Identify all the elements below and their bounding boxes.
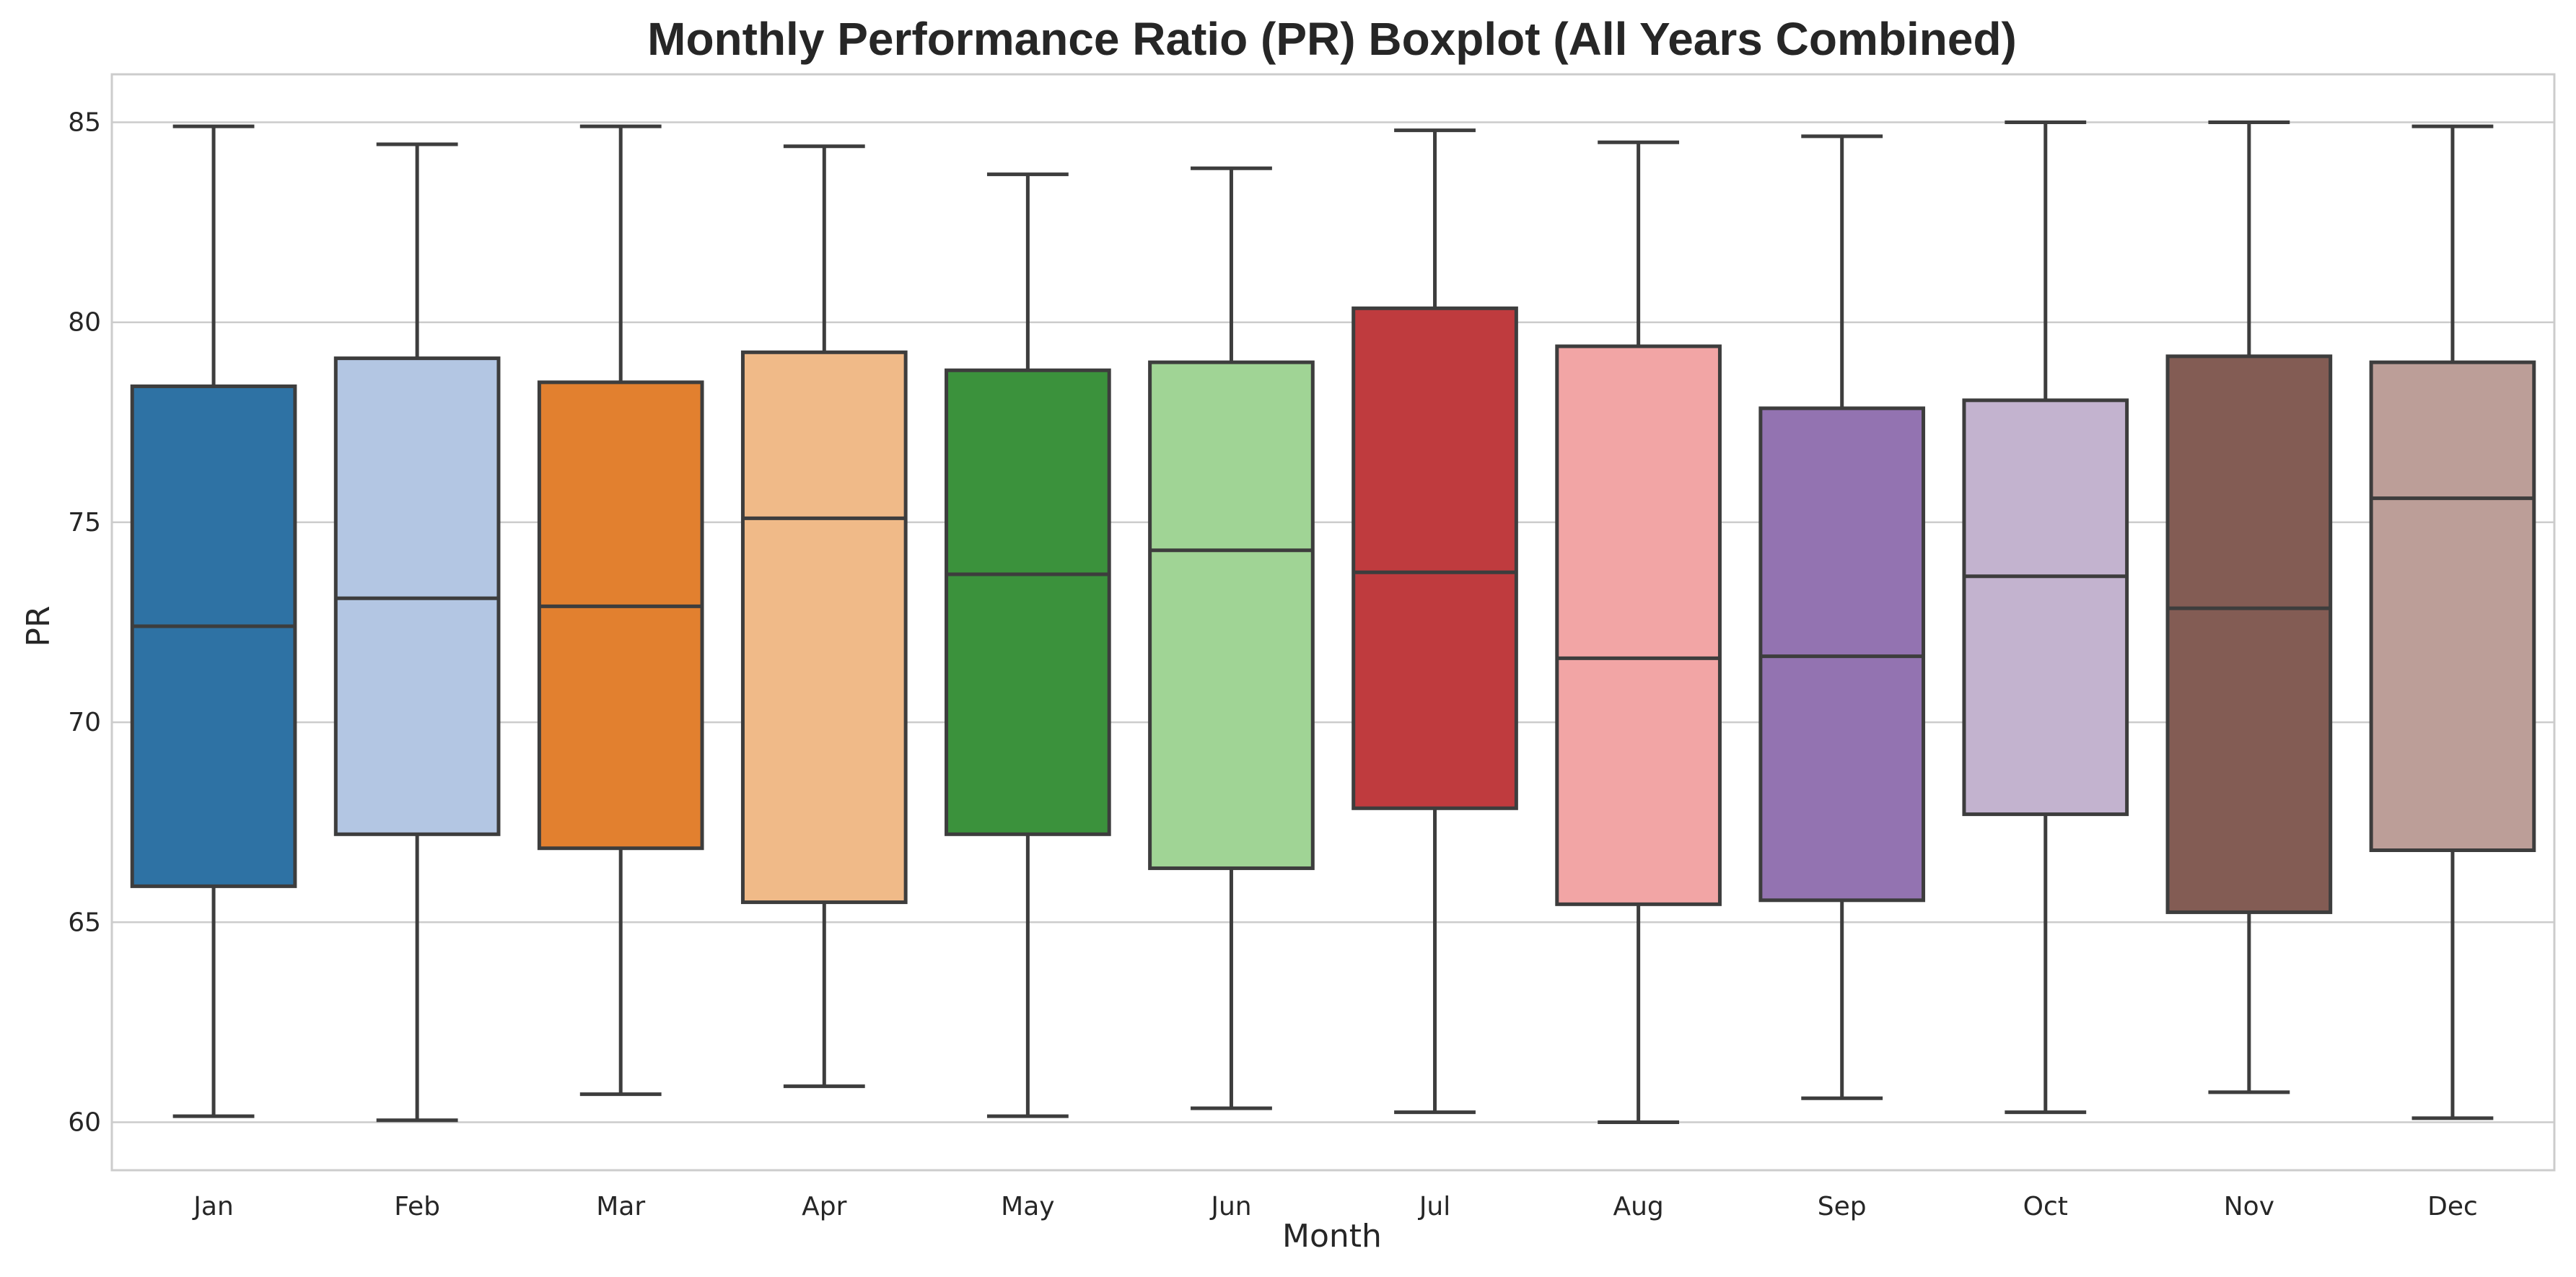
y-tick-label: 70 [68,708,101,737]
x-tick-label: Jul [1418,1192,1450,1221]
x-tick-label: Apr [802,1192,846,1221]
iqr-box [1351,306,1518,810]
box-apr [740,144,908,1089]
box-oct [1962,120,2129,1115]
iqr-box [2165,354,2333,914]
x-tick-label: Feb [394,1192,440,1221]
box-dec [2369,124,2536,1120]
box-jun [1148,166,1315,1110]
x-tick-label: Jun [1209,1192,1251,1221]
iqr-box [130,384,297,888]
box-may [945,172,1111,1118]
iqr-box [1758,406,1926,903]
x-tick-label: Mar [596,1192,645,1221]
y-tick-label: 75 [68,508,101,537]
iqr-box [1962,398,2129,817]
x-tick-label: Sep [1818,1192,1867,1221]
boxes [130,120,2536,1124]
box-jul [1351,128,1518,1115]
y-axis-label: PR [20,605,57,646]
iqr-box [537,380,704,851]
iqr-box [2369,360,2536,852]
box-jan [130,124,297,1118]
box-nov [2165,120,2333,1094]
y-tick-labels: 60 65 70 75 80 85 [68,108,101,1138]
iqr-box [740,350,908,905]
grid-lines [112,121,2554,1123]
box-sep [1758,134,1926,1100]
box-feb [333,142,501,1123]
iqr-box [1148,360,1315,870]
y-tick-label: 65 [68,908,101,937]
iqr-box [945,368,1111,836]
x-tick-label: Oct [2023,1192,2068,1221]
iqr-box [333,356,501,836]
x-tick-labels: Jan Feb Mar Apr May Jun Jul Aug Sep Oct Nov Dec [192,1192,2478,1221]
y-tick-label: 60 [68,1107,101,1137]
y-tick-label: 80 [68,308,101,338]
x-tick-label: Nov [2224,1192,2274,1221]
x-axis-label: Month [1282,1218,1382,1255]
x-tick-label: Aug [1613,1192,1663,1221]
plot-frame [110,73,2556,1172]
x-tick-label: Dec [2427,1192,2478,1221]
box-mar [537,124,704,1097]
x-tick-label: May [1001,1192,1054,1221]
box-aug [1555,140,1722,1124]
y-tick-label: 85 [68,108,101,138]
chart-title: Monthly Performance Ratio (PR) Boxplot (… [647,13,2017,65]
x-tick-label: Jan [192,1192,234,1221]
iqr-box [1555,344,1722,906]
